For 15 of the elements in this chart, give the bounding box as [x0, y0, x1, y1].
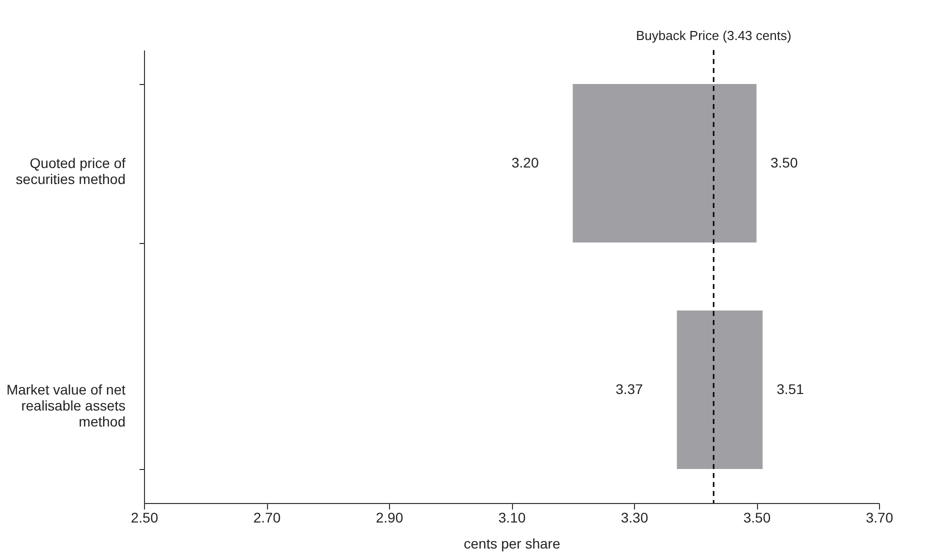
annotation: 3.50: [770, 154, 798, 170]
annotation: 3.20: [512, 154, 539, 170]
x-tick-label: 3.50: [743, 510, 771, 526]
annotation: 3.51: [776, 380, 804, 397]
x-axis-title: cents per share: [464, 536, 560, 552]
x-tick-label: 3.70: [866, 510, 894, 526]
y-tick-label: Quoted price of securities method: [16, 154, 126, 187]
x-tick-label: 3.10: [498, 510, 526, 526]
x-tick-label: 2.90: [376, 510, 404, 526]
x-tick-label: 2.50: [130, 510, 158, 526]
y-tick-label: Market value of net realisable assets method: [6, 381, 126, 430]
annotation: 3.37: [616, 380, 644, 397]
x-tick-label: 3.30: [620, 510, 648, 526]
x-tick-label: 2.70: [253, 510, 281, 526]
ref-line-label: Buyback Price (3.43 cents): [636, 28, 792, 43]
